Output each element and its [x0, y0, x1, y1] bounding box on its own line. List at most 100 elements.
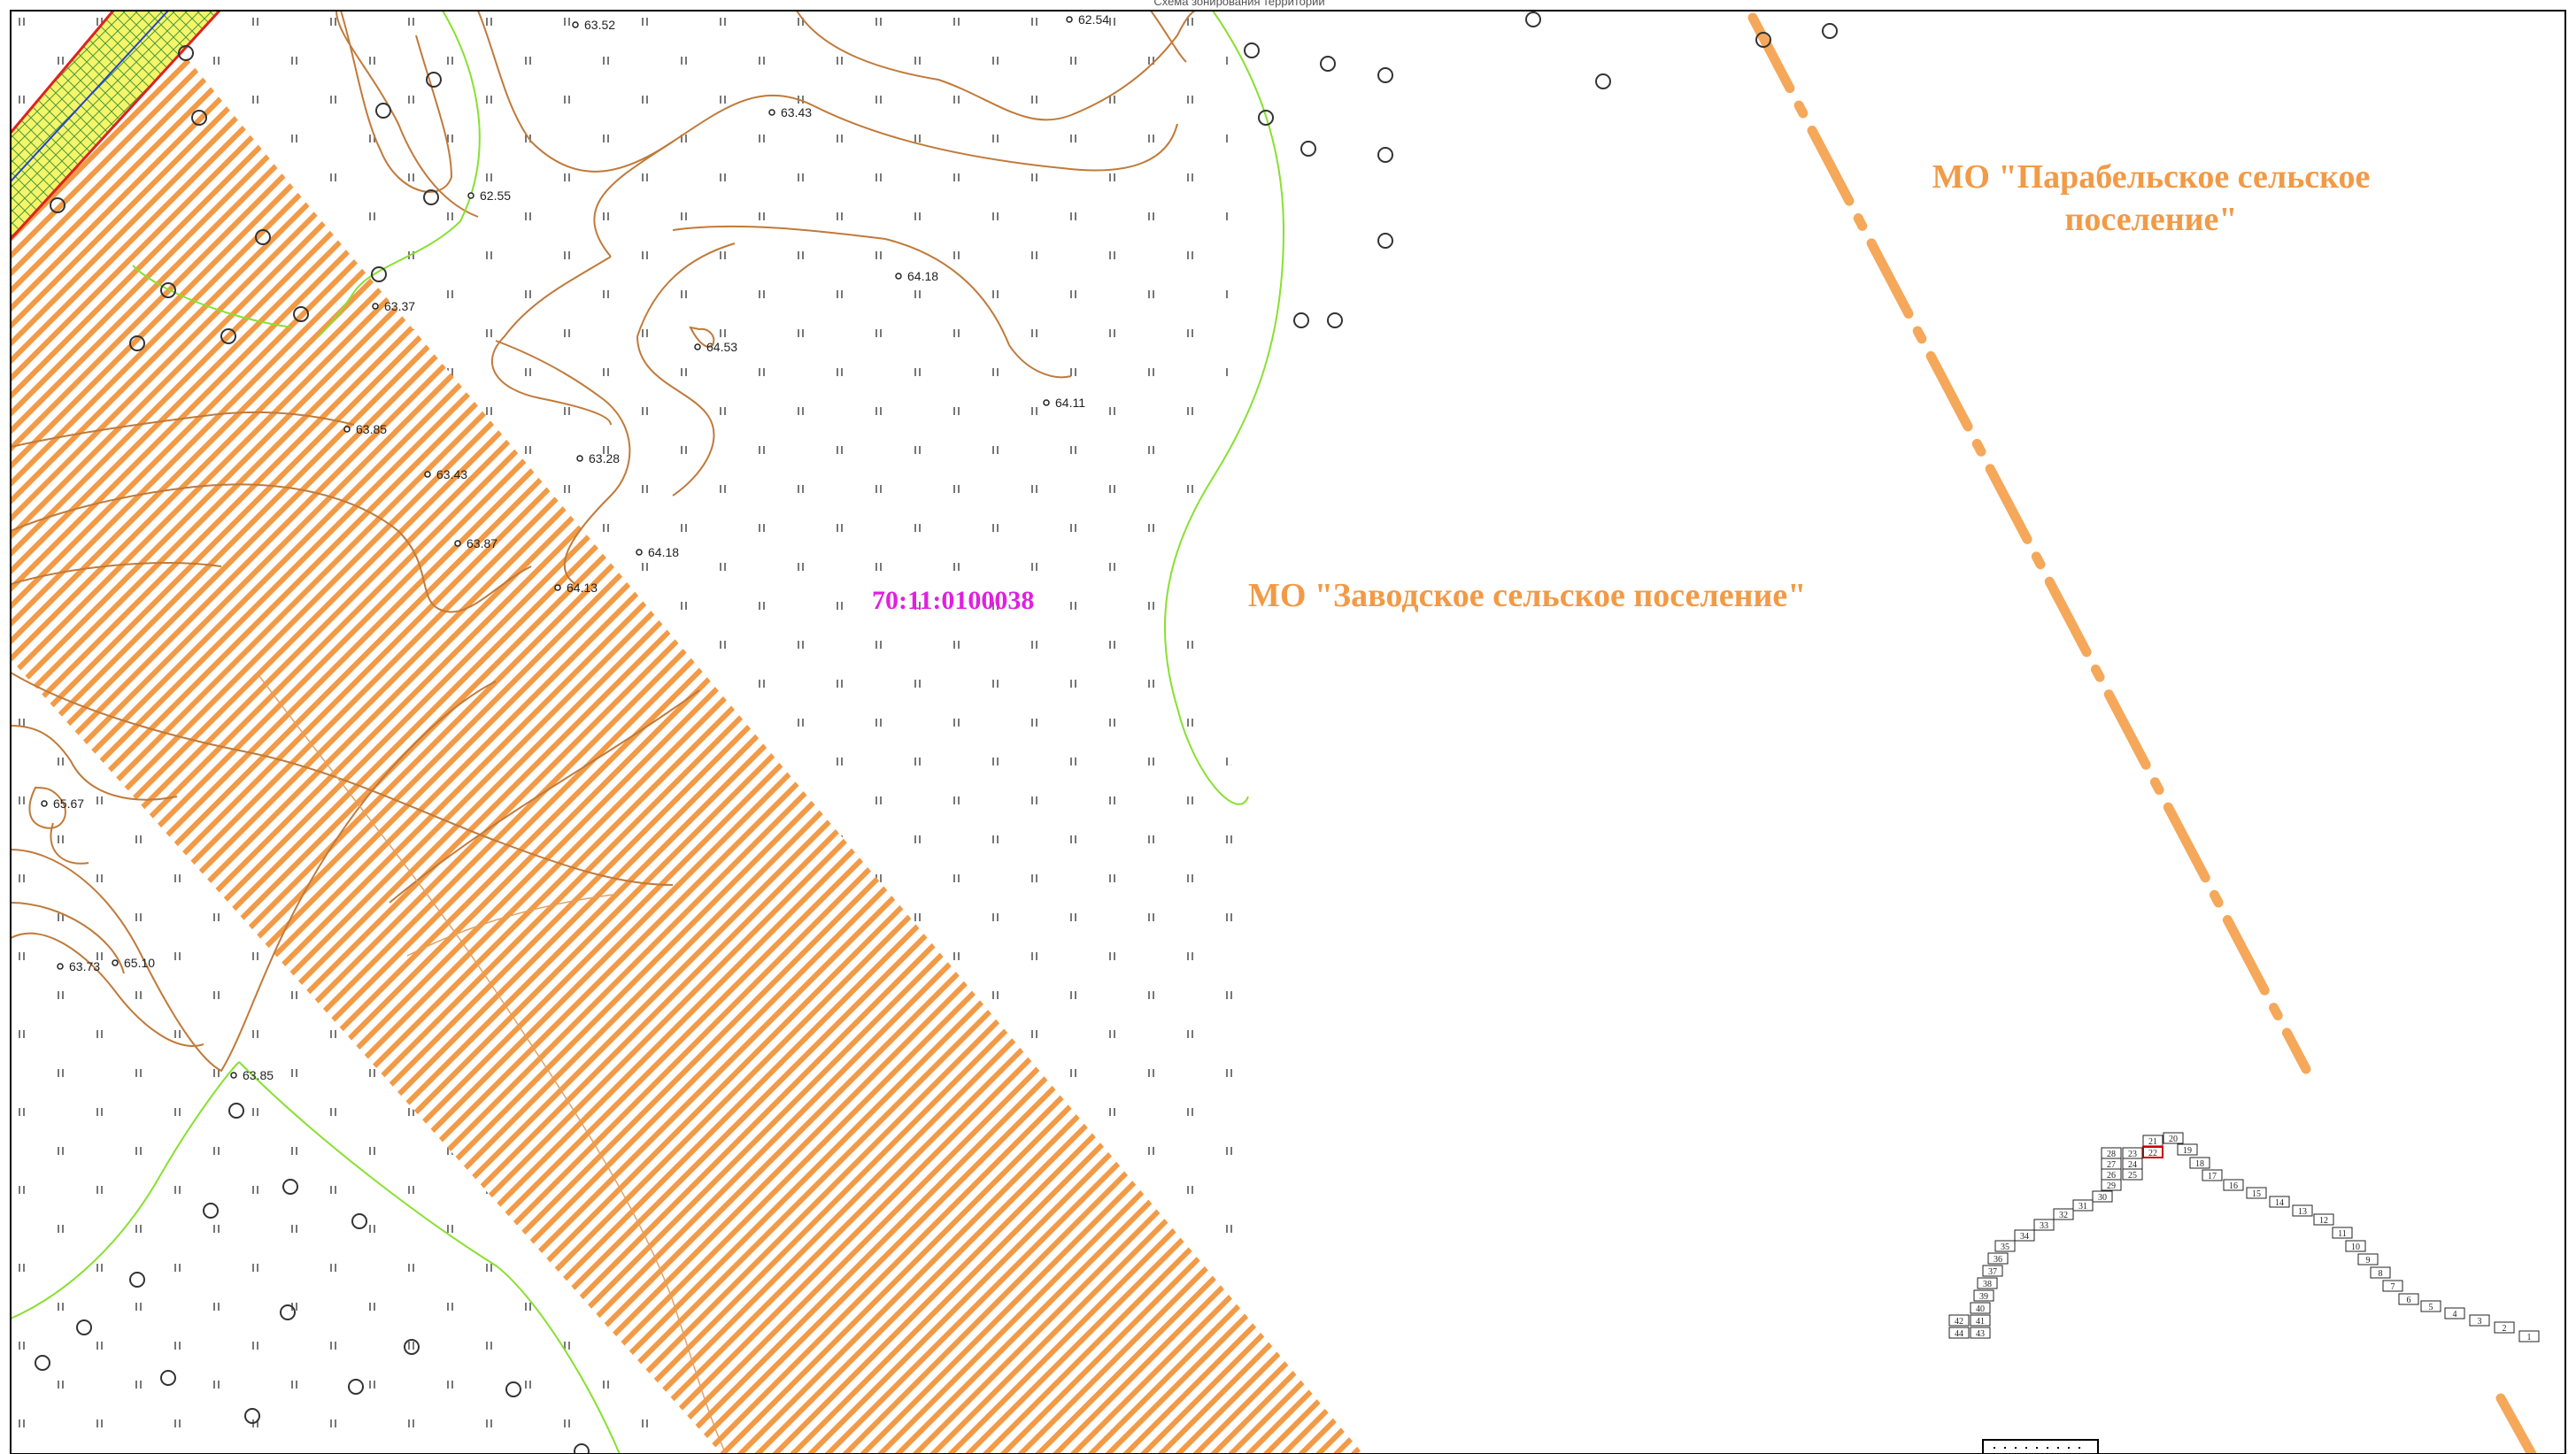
index-sheet-cell: [2033, 1219, 2055, 1231]
index-sheet-cell: [2313, 1213, 2334, 1226]
tree-symbol-icon: [160, 1370, 176, 1386]
region-label-parabel-line1: МО "Парабельское сельское: [1932, 158, 2371, 196]
index-sheet-label: 35: [2001, 1242, 2009, 1252]
elevation-point-icon: [572, 21, 579, 28]
index-sheet-label: 22: [2148, 1149, 2157, 1158]
green-lines: [11, 11, 1285, 1454]
top-caption: Схема зонирования территорий: [1153, 0, 1324, 8]
index-sheet-cell: [2101, 1147, 2122, 1159]
index-sheet-label: 36: [1994, 1255, 2002, 1265]
cadastral-number: 70:11:0100038: [872, 586, 1034, 615]
index-sheet-label: 2: [2503, 1324, 2507, 1334]
index-sheet-label: 37: [1988, 1267, 1997, 1277]
tree-symbol-icon: [203, 1203, 219, 1219]
tree-symbol-icon: [293, 306, 309, 322]
index-sheet-label: 27: [2107, 1160, 2116, 1170]
index-sheet-label: 26: [2107, 1171, 2116, 1181]
index-sheet-label: 32: [2059, 1211, 2068, 1220]
index-sheet-label: 39: [1979, 1292, 1988, 1302]
index-sheet-cell: [1948, 1327, 1970, 1339]
index-sheet-label: 4: [2453, 1310, 2457, 1319]
elevation-point-icon: [343, 426, 351, 433]
elevation-label: 65.10: [124, 956, 155, 970]
tree-symbol-icon: [375, 103, 391, 119]
tree-symbol-icon: [1822, 23, 1838, 39]
elevation-label: 63.43: [781, 105, 812, 119]
index-sheet-label: 16: [2229, 1181, 2238, 1191]
region-label-zavodskoe: МО "Заводское сельское поселение": [1248, 577, 1806, 614]
tree-symbol-icon: [129, 1272, 145, 1288]
elevation-point-icon: [768, 109, 775, 116]
elevation-label: 63.73: [69, 959, 100, 973]
tree-symbol-icon: [1755, 32, 1771, 48]
elevation-label: 64.13: [567, 581, 598, 595]
tree-symbol-icon: [191, 110, 207, 126]
index-sheet-label: 15: [2252, 1189, 2261, 1199]
index-sheet-label: 34: [2020, 1232, 2029, 1242]
elevation-point-icon: [576, 455, 583, 462]
elevation-label: 63.43: [436, 467, 467, 481]
elevation-point-icon: [1066, 16, 1073, 23]
index-sheet-label: 11: [2338, 1229, 2347, 1239]
elevation-point-icon: [57, 963, 64, 970]
index-sheet-label: 6: [2407, 1296, 2411, 1305]
index-sheet-cell: [2420, 1300, 2441, 1312]
tree-symbol-icon: [178, 45, 194, 61]
index-sheet-label: 28: [2107, 1150, 2116, 1159]
index-sheet-cell: [2292, 1204, 2313, 1217]
municipal-boundary-line-2: [2495, 1393, 2537, 1454]
elevation-point-icon: [41, 800, 48, 807]
elevation-label: 64.18: [648, 545, 679, 559]
index-sheet-cell: [2092, 1190, 2113, 1203]
index-sheet-label: 42: [1955, 1317, 1963, 1327]
index-sheet-cell: [2444, 1307, 2465, 1319]
tree-symbol-icon: [255, 229, 271, 245]
elevation-point-icon: [1043, 399, 1050, 406]
elevation-label: 63.85: [243, 1068, 274, 1082]
elevation-point-icon: [112, 959, 119, 966]
index-sheet-cell: [2345, 1240, 2366, 1252]
index-sheet-cell: [2223, 1179, 2244, 1191]
index-sheet-label: 9: [2366, 1256, 2371, 1266]
elevation-point-icon: [454, 540, 461, 547]
index-sheet-cell: [2357, 1253, 2379, 1266]
elevation-label: 63.28: [589, 451, 620, 465]
index-sheet-cell: [1973, 1289, 1994, 1302]
tree-symbols: [35, 12, 1838, 1454]
elevation-point-icon: [636, 549, 643, 556]
elevation-point-icon: [895, 273, 902, 280]
index-sheet-cell: [1994, 1240, 2016, 1252]
elevation-point-icon: [554, 584, 561, 591]
index-sheet-label: 7: [2391, 1282, 2395, 1292]
index-sheet-label: 3: [2478, 1317, 2482, 1327]
elevation-label: 65.67: [53, 796, 84, 811]
elevation-label: 62.54: [1078, 12, 1109, 27]
index-sheet-cell: [1982, 1265, 2003, 1277]
tree-symbol-icon: [244, 1408, 260, 1424]
elevation-label: 63.87: [467, 536, 497, 550]
index-sheet-label: 19: [2183, 1146, 2192, 1156]
map-frame: [10, 10, 2566, 1454]
index-sheet-cell: [2246, 1187, 2267, 1199]
elevation-label: 63.52: [584, 18, 615, 32]
tree-symbol-icon: [1595, 73, 1611, 89]
index-sheet-label: 21: [2148, 1137, 2157, 1147]
index-sheet-label: 24: [2128, 1160, 2137, 1170]
elevation-point-icon: [467, 192, 474, 199]
index-sheet-label: 14: [2275, 1198, 2284, 1208]
index-sheet-cell: [2142, 1146, 2163, 1158]
index-sheet-cell: [2469, 1314, 2490, 1327]
tree-symbol-icon: [348, 1379, 364, 1395]
index-sheet-cell: [2072, 1199, 2094, 1212]
tree-symbol-icon: [351, 1213, 367, 1229]
index-sheet-cell: [2398, 1293, 2419, 1305]
tree-symbol-icon: [282, 1179, 298, 1195]
index-sheet-label: 31: [2079, 1202, 2087, 1212]
index-sheet-label: 40: [1976, 1304, 1985, 1314]
tree-symbol-icon: [423, 189, 439, 205]
tree-symbol-icon: [1293, 312, 1309, 328]
tree-symbol-icon: [50, 197, 66, 213]
road-red-edge-2: [11, 11, 221, 241]
index-sheet-cell: [1970, 1302, 1991, 1314]
